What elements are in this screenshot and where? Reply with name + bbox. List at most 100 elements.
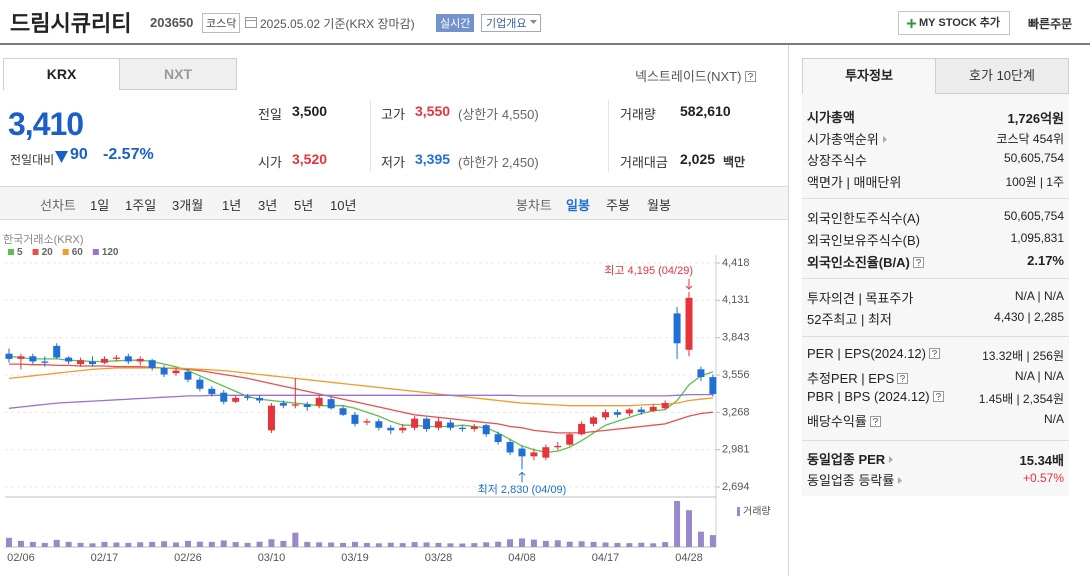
volume-bar xyxy=(435,542,442,547)
info-label-text: 52주최고 | 최저 xyxy=(807,312,892,327)
volume-bar xyxy=(674,501,681,547)
info-label: 52주최고 | 최저 xyxy=(807,309,892,328)
candle-body xyxy=(482,425,490,435)
candle-chart-button[interactable]: 봉차트 xyxy=(516,198,552,213)
candle-body xyxy=(494,434,502,443)
panel-divider xyxy=(788,45,789,576)
realtime-badge[interactable]: 실시간 xyxy=(436,14,475,32)
info-value: 코스닥 454위 xyxy=(996,132,1064,146)
volume-bar xyxy=(173,542,180,547)
info-label-text: 액면가 | 매매단위 xyxy=(807,175,902,190)
volume-bar xyxy=(77,542,84,547)
tab-nxt[interactable]: NXT xyxy=(119,58,237,90)
volume-bar xyxy=(328,542,335,547)
info-value: 13.32배 | 256원 xyxy=(982,349,1064,363)
quick-order[interactable]: 빠른주문 xyxy=(1028,17,1073,31)
info-label: 외국인보유주식수(B) xyxy=(807,230,920,249)
help-icon xyxy=(932,391,944,402)
candle-body xyxy=(196,379,204,389)
volume-bar xyxy=(280,540,287,547)
candle-body xyxy=(160,367,168,375)
help-icon xyxy=(869,416,881,427)
candle-body xyxy=(89,361,97,365)
candle-body xyxy=(327,399,335,409)
stat-label: 전일 xyxy=(258,107,282,122)
more-arrow xyxy=(898,477,903,484)
volume-bar xyxy=(423,542,430,547)
x-tick-label: 03/28 xyxy=(425,552,453,564)
company-info-button[interactable]: 기업개요 xyxy=(481,14,542,32)
candle-body xyxy=(53,345,61,358)
candle-body xyxy=(697,369,705,378)
info-label: 투자의견 | 목표주가 xyxy=(807,288,913,307)
info-value: N/A | N/A xyxy=(1014,289,1064,303)
volume-bar xyxy=(590,541,597,547)
candle-period-button[interactable]: 주봉 xyxy=(606,198,630,213)
volume-bar xyxy=(41,542,48,547)
candle-body xyxy=(100,358,108,363)
stat-extra: (상한가 4,550) xyxy=(458,107,539,122)
nxt-link-label: 넥스트레이드(NXT) xyxy=(635,69,742,84)
candle-period-button[interactable]: 일봉 xyxy=(566,198,590,213)
candle-body xyxy=(375,421,383,428)
stat-label: 거래량 xyxy=(620,107,656,122)
stats-separator xyxy=(608,100,609,172)
candle-body xyxy=(256,397,264,401)
info-label: PBR | BPS (2024.12) xyxy=(807,389,944,404)
info-label: 추정PER | EPS xyxy=(807,368,909,387)
volume-bar xyxy=(697,531,704,547)
volume-bar xyxy=(65,541,72,547)
volume-bar xyxy=(316,542,323,547)
volume-bar xyxy=(626,543,633,547)
legend-label: 120 xyxy=(102,247,119,258)
nxt-link[interactable]: 넥스트레이드(NXT) xyxy=(635,66,757,85)
candle-body xyxy=(590,417,598,424)
info-value: 4,430 | 2,285 xyxy=(994,310,1064,324)
info-label-text: PBR | BPS (2024.12) xyxy=(807,389,930,404)
stat-label: 시가 xyxy=(258,155,282,170)
candle-body xyxy=(29,356,37,362)
period-button[interactable]: 3개월 xyxy=(172,198,204,213)
period-button[interactable]: 1주일 xyxy=(125,198,157,213)
change-rate: -2.57% xyxy=(103,146,154,163)
info-value: 100원 | 1주 xyxy=(1005,175,1064,189)
help-icon-glyph xyxy=(915,258,921,266)
candle-body xyxy=(411,418,419,428)
investment-table: 시가총액 1,726억원 시가총액순위 코스닥 454위 상장주식수 50,605,754… xyxy=(802,94,1069,496)
help-icon xyxy=(745,71,757,82)
tab-investment[interactable]: 투자정보 xyxy=(802,58,936,94)
candle-period-button[interactable]: 월봉 xyxy=(647,198,671,213)
candle-body xyxy=(65,357,73,362)
section-divider xyxy=(802,198,1069,199)
volume-bar xyxy=(483,542,490,547)
period-button[interactable]: 10년 xyxy=(330,198,357,213)
info-label: 액면가 | 매매단위 xyxy=(807,172,901,191)
period-button[interactable]: 3년 xyxy=(258,198,278,213)
period-button[interactable]: 5년 xyxy=(294,198,314,213)
mystock-button[interactable]: MY STOCK 추가 xyxy=(898,11,1010,35)
info-label: PER | EPS(2024.12) xyxy=(807,346,940,361)
date-info: 2025.05.02 기준(KRX 장마감) xyxy=(260,15,415,32)
candle-body xyxy=(172,370,180,374)
info-label: 시가총액순위 xyxy=(807,129,888,148)
period-button[interactable]: 1일 xyxy=(90,198,110,213)
volume-bar xyxy=(340,542,347,547)
volume-bar xyxy=(387,542,394,547)
stat-unit: 백만 xyxy=(723,155,746,169)
x-tick-label: 04/08 xyxy=(508,552,536,564)
dropdown-icon xyxy=(530,20,538,24)
info-value: 1.45배 | 2,354원 xyxy=(978,392,1064,406)
candle-body xyxy=(279,403,287,406)
tab-orderbook[interactable]: 호가 10단계 xyxy=(935,58,1069,94)
volume-bar xyxy=(292,532,299,547)
tab-krx[interactable]: KRX xyxy=(3,58,120,90)
period-button[interactable]: 1년 xyxy=(222,198,242,213)
line-chart-button[interactable]: 선차트 xyxy=(40,198,76,213)
volume-bar xyxy=(17,540,24,547)
stat-label: 고가 xyxy=(381,107,405,122)
legend-label: 20 xyxy=(42,247,54,258)
candle-body xyxy=(220,392,228,402)
stat-label: 거래대금 xyxy=(620,155,668,170)
x-tick-label: 03/10 xyxy=(258,552,286,564)
calendar-icon xyxy=(245,17,257,28)
